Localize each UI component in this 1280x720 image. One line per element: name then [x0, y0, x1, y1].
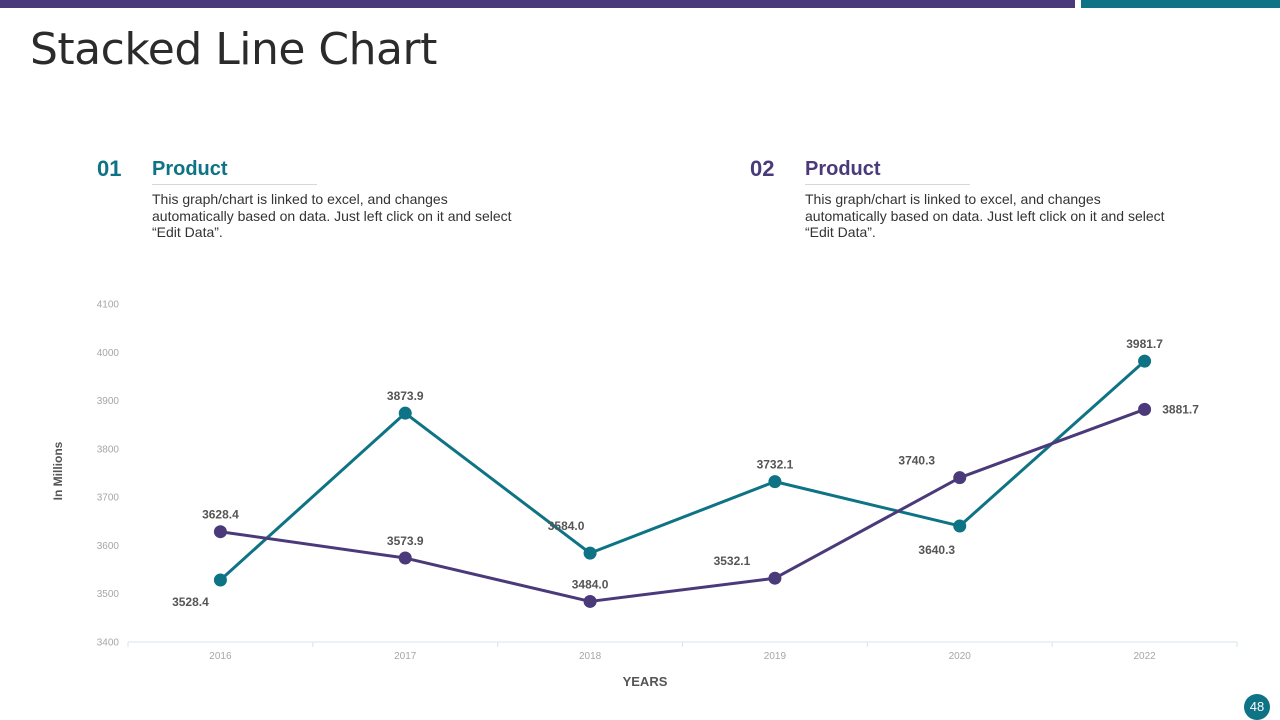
block-number: 02: [750, 156, 775, 181]
top-accent-bar-right: [1081, 0, 1280, 8]
data-label: 3532.1: [714, 554, 751, 568]
data-point-marker: [768, 475, 782, 489]
data-point-marker: [1138, 402, 1152, 416]
data-point-marker: [398, 551, 412, 565]
x-tick-label: 2020: [949, 651, 972, 662]
block-description: This graph/chart is linked to excel, and…: [805, 191, 1165, 240]
y-tick-label: 3800: [97, 444, 120, 455]
x-tick-label: 2018: [579, 651, 602, 662]
data-label: 3584.0: [548, 519, 585, 533]
data-label: 3484.0: [572, 577, 609, 591]
data-label: 3640.3: [918, 543, 955, 557]
data-point-marker: [583, 546, 597, 560]
data-point-marker: [398, 406, 412, 420]
data-label: 3528.4: [172, 595, 209, 609]
data-label: 3740.3: [898, 454, 935, 468]
x-tick-label: 2019: [764, 651, 787, 662]
y-tick-label: 3900: [97, 396, 120, 407]
y-tick-label: 3700: [97, 493, 120, 504]
x-tick-label: 2016: [209, 651, 232, 662]
y-tick-label: 3400: [97, 638, 120, 649]
block-heading: Product: [805, 158, 970, 185]
block-number: 01: [97, 156, 122, 181]
data-point-marker: [213, 525, 227, 539]
y-axis-title: In Millions: [51, 441, 65, 500]
data-point-marker: [213, 573, 227, 587]
y-tick-label: 3600: [97, 541, 120, 552]
block-description: This graph/chart is linked to excel, and…: [152, 191, 512, 240]
data-label: 3573.9: [387, 534, 424, 548]
data-point-marker: [583, 594, 597, 608]
series-line-2: [220, 408, 1146, 603]
top-accent-bar: [0, 0, 1075, 8]
data-label: 3981.7: [1126, 337, 1163, 351]
block-heading: Product: [152, 158, 317, 185]
x-axis-title: YEARS: [623, 674, 668, 689]
y-tick-label: 3500: [97, 589, 120, 600]
x-tick-label: 2017: [394, 651, 417, 662]
data-label: 3732.1: [757, 458, 794, 472]
page-number-badge: 48: [1244, 694, 1270, 720]
data-point-marker: [768, 571, 782, 585]
data-label: 3628.4: [202, 508, 239, 522]
data-label: 3881.7: [1162, 402, 1199, 416]
data-point-marker: [953, 471, 967, 485]
series-line-1: [219, 360, 1146, 582]
data-point-marker: [1138, 354, 1152, 368]
y-tick-label: 4100: [97, 300, 120, 311]
slide-title: Stacked Line Chart: [30, 24, 437, 75]
x-tick-label: 2022: [1133, 651, 1156, 662]
y-tick-label: 4000: [97, 348, 120, 359]
data-label: 3873.9: [387, 389, 424, 403]
data-point-marker: [953, 519, 967, 533]
